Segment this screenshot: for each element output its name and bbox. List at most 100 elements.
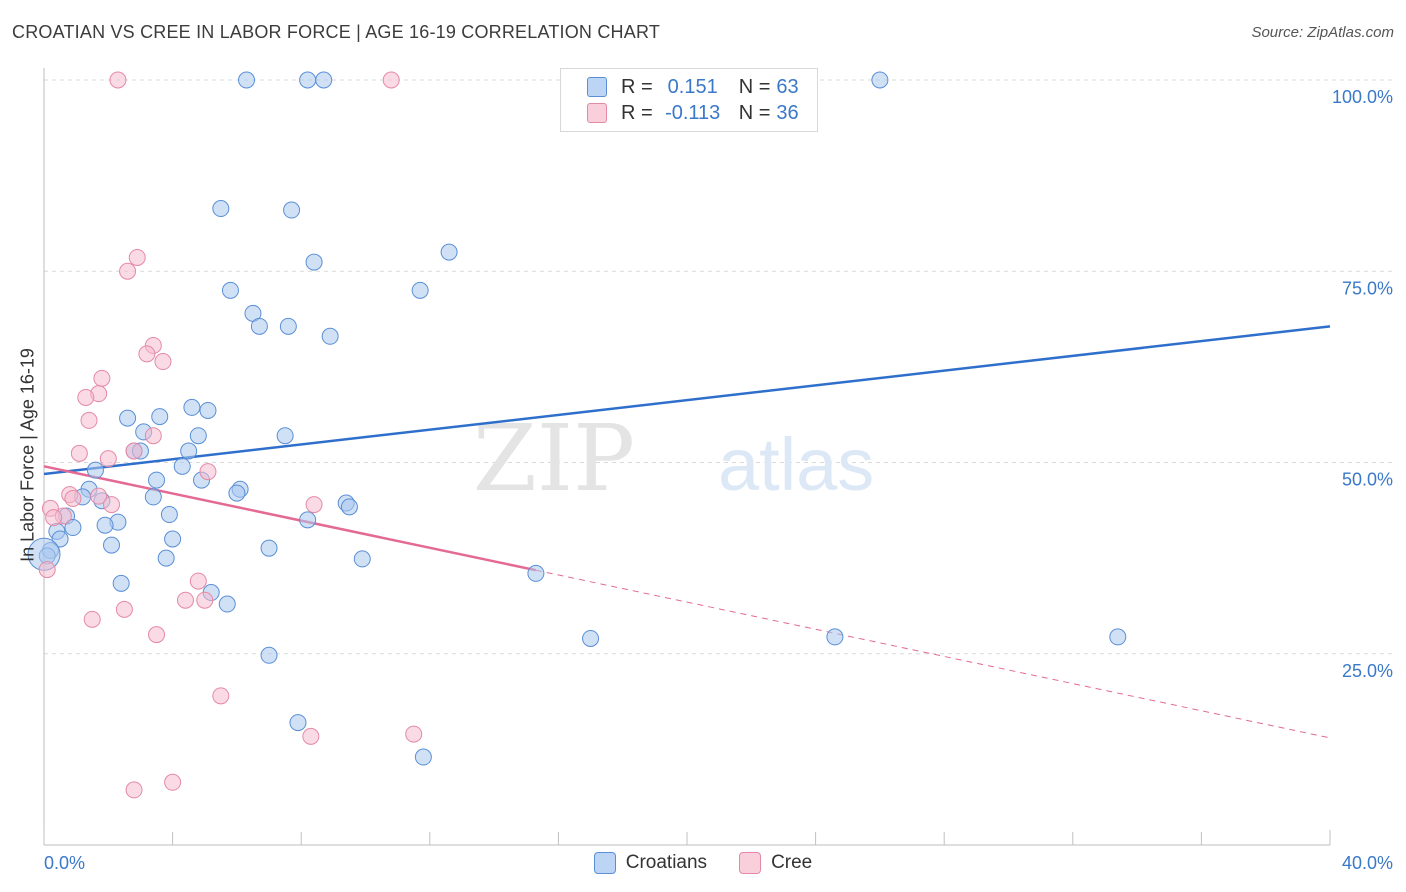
- croatians-point: [148, 471, 166, 489]
- croatians-point: [414, 748, 432, 766]
- croatians-point: [228, 484, 246, 502]
- series-legend: Croatians Cree: [0, 852, 1406, 874]
- cree-swatch-icon: [587, 103, 607, 123]
- croatians-point: [1109, 628, 1127, 646]
- cree-point: [90, 487, 108, 505]
- cree-point: [302, 727, 320, 745]
- n-label: N =: [738, 101, 771, 124]
- cree-point: [103, 496, 121, 514]
- cree-point: [125, 442, 143, 460]
- croatians-point: [221, 281, 239, 299]
- croatians-point: [151, 408, 169, 426]
- croatians-point: [321, 327, 339, 345]
- croatians-point: [119, 409, 137, 427]
- tick-labels: 100.0% 75.0% 50.0% 25.0% 0.0% 40.0%: [44, 87, 1393, 873]
- cree-point: [164, 773, 182, 791]
- croatians-point: [871, 71, 889, 89]
- croatians-trend-line: [43, 325, 1331, 476]
- r-label: R =: [621, 75, 653, 98]
- cree-point: [115, 600, 133, 618]
- gridlines: [44, 79, 1392, 655]
- legend-croatians-label: Croatians: [625, 852, 708, 873]
- cree-point: [382, 71, 400, 89]
- n-label: N =: [738, 75, 771, 98]
- cree-point: [128, 248, 146, 266]
- legend-item-cree[interactable]: Cree: [739, 852, 812, 874]
- croatians-point: [86, 461, 104, 479]
- croatians-point: [218, 595, 236, 613]
- croatians-point: [276, 427, 294, 445]
- croatians-point: [299, 511, 317, 529]
- cree-point: [93, 369, 111, 387]
- x-tick-label: 0.0%: [44, 853, 85, 873]
- croatians-point: [411, 281, 429, 299]
- croatians-point: [260, 646, 278, 664]
- croatians-point: [96, 516, 114, 534]
- cree-point: [144, 427, 162, 445]
- croatians-point: [183, 398, 201, 416]
- cree-point: [176, 591, 194, 609]
- cree-point: [119, 262, 137, 280]
- cree-point: [83, 610, 101, 628]
- legend-row-croatians: R = 0.151 N = 63: [587, 74, 799, 100]
- cree-trend-line: [43, 465, 537, 572]
- cree-point: [212, 687, 230, 705]
- croatians-point: [527, 564, 545, 582]
- cree-point: [148, 626, 166, 644]
- croatians-point: [283, 201, 301, 219]
- croatians-point: [289, 714, 307, 732]
- croatians-point: [212, 200, 230, 218]
- croatians-point: [157, 549, 175, 567]
- cree-point: [199, 463, 217, 481]
- correlation-legend: R = 0.151 N = 63 R = -0.113 N = 36: [560, 68, 818, 132]
- croatians-point: [173, 457, 191, 475]
- legend-cree-label: Cree: [771, 852, 813, 873]
- croatians-point: [238, 71, 256, 89]
- croatians-point: [305, 253, 323, 271]
- cree-point: [45, 509, 63, 527]
- chart-title: CROATIAN VS CREE IN LABOR FORCE | AGE 16…: [12, 22, 661, 42]
- croatians-point: [260, 539, 278, 557]
- trend-lines: [43, 325, 1331, 739]
- croatians-r-value: 0.151: [667, 75, 718, 98]
- croatians-point: [64, 519, 82, 537]
- croatians-legend-icon: [593, 852, 616, 874]
- axes: [43, 68, 1331, 846]
- croatians-point: [51, 530, 69, 548]
- legend-item-croatians[interactable]: Croatians: [593, 852, 708, 874]
- x-tick-label: 40.0%: [1342, 853, 1393, 873]
- y-tick-label: 100.0%: [1332, 87, 1393, 107]
- y-tick-label: 75.0%: [1342, 278, 1393, 298]
- cree-point: [64, 489, 82, 507]
- croatians-point: [112, 574, 130, 592]
- croatians-point: [826, 628, 844, 646]
- croatians-point: [279, 317, 297, 335]
- croatians-swatch-icon: [587, 77, 607, 97]
- cree-point: [125, 781, 143, 799]
- cree-point: [80, 411, 98, 429]
- croatians-point: [103, 536, 121, 554]
- y-axis-label: In Labor Force | Age 16-19: [17, 348, 38, 562]
- cree-point: [109, 71, 127, 89]
- croatians-point: [353, 550, 371, 568]
- data-points: [27, 71, 1127, 799]
- cree-legend-icon: [739, 852, 762, 874]
- cree-point: [138, 345, 156, 363]
- source-label: Source: ZipAtlas.com: [1251, 24, 1394, 41]
- legend-row-cree: R = -0.113 N = 36: [587, 100, 799, 126]
- croatians-point: [582, 629, 600, 647]
- croatians-point: [340, 498, 358, 516]
- watermark-atlas: atlas: [718, 423, 874, 506]
- croatians-point: [299, 71, 317, 89]
- cree-trend-line-dashed: [535, 569, 1331, 739]
- croatians-point: [250, 317, 268, 335]
- cree-point: [77, 388, 95, 406]
- croatians-point: [180, 442, 198, 460]
- croatians-point: [160, 506, 178, 524]
- croatians-point: [144, 488, 162, 506]
- cree-point: [154, 353, 172, 371]
- cree-point: [38, 561, 56, 579]
- croatians-point: [440, 243, 458, 261]
- cree-point: [189, 572, 207, 590]
